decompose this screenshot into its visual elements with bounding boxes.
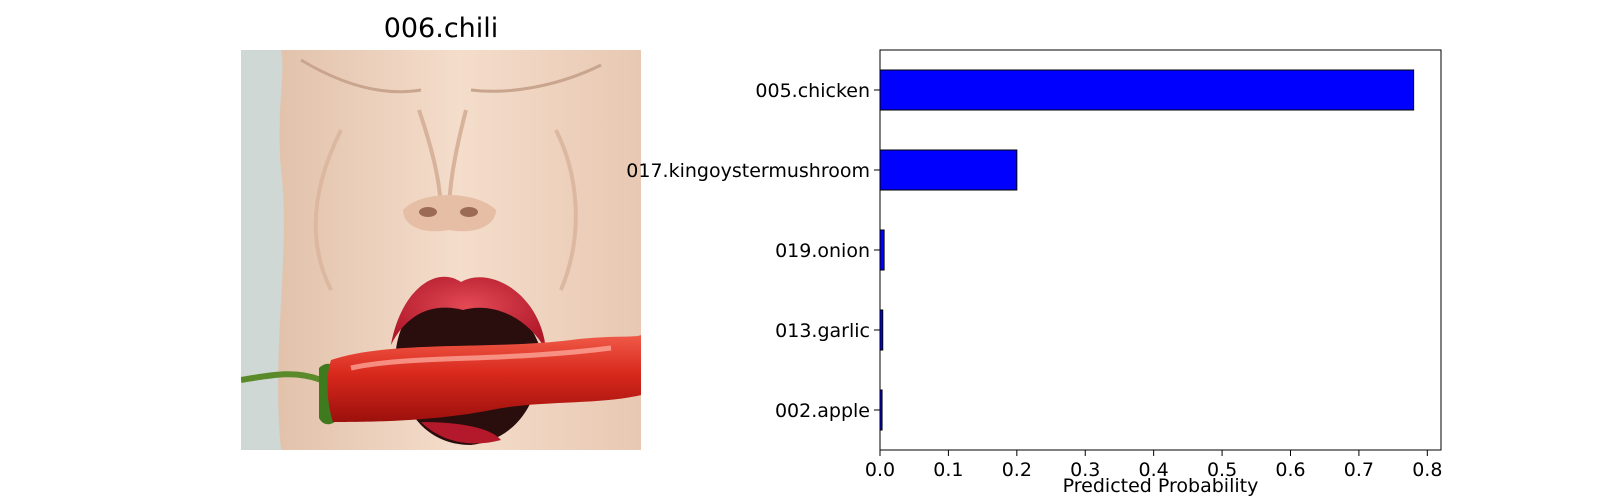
x-tick-label: 0.2 [1002, 459, 1032, 481]
x-tick-label: 0.6 [1275, 459, 1305, 481]
x-tick-label: 0.1 [933, 459, 963, 481]
x-axis-label: Predicted Probability [1063, 475, 1259, 497]
bar-0 [879, 69, 1415, 111]
y-tick-label: 019.onion [775, 240, 870, 262]
bar-2 [879, 229, 885, 271]
x-tick-label: 0.5 [1207, 459, 1237, 481]
image-title: 006.chili [383, 13, 499, 44]
y-tick-label: 017.kingoystermushroom [626, 160, 870, 182]
y-tick-label: 002.apple [775, 400, 870, 422]
x-tick-label: 0.8 [1412, 459, 1442, 481]
x-tick-label: 0.0 [865, 459, 895, 481]
x-tick-label: 0.3 [1070, 459, 1100, 481]
y-tick-label: 013.garlic [775, 320, 870, 342]
x-tick-label: 0.7 [1344, 459, 1374, 481]
chili-photo [241, 50, 641, 450]
bar-1 [879, 149, 1018, 191]
y-tick-label: 005.chicken [755, 80, 870, 102]
x-tick-label: 0.4 [1139, 459, 1169, 481]
